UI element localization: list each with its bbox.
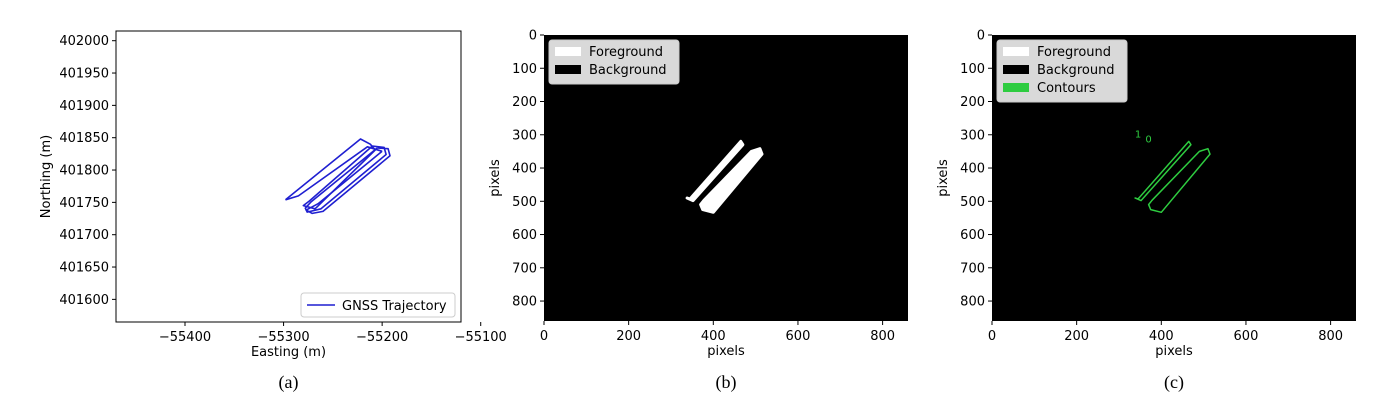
foreground-region [699,147,764,214]
x-tick-label: 800 [870,329,895,344]
y-tick-label: 600 [512,228,537,243]
y-tick-label: 400 [960,162,985,177]
y-tick-label: 700 [960,261,985,276]
x-tick-label: 200 [616,329,641,344]
y-tick-label: 300 [960,128,985,143]
panel-a: −55400 −55300 −55200 −55100 401600 401650 4017… [39,30,507,393]
y-tick-label: 700 [512,261,537,276]
x-tick-label: −55200 [356,330,408,345]
x-tick-label: −55400 [159,330,211,345]
panel-b: 0 200 400 600 800 0 100 200 300 400 500 600 700 800 pi… [488,29,908,393]
caption: (a) [279,372,299,393]
legend-swatch [1003,47,1029,56]
y-tick-label: 0 [977,29,985,44]
y-tick-label: 500 [960,195,985,210]
y-tick-label: 200 [512,95,537,110]
y-tick-label: 0 [529,29,537,44]
legend: Foreground Background [548,39,680,85]
y-tick-label: 100 [512,62,537,77]
x-tick-label: 600 [786,329,811,344]
x-tick-label: 0 [988,329,996,344]
y-tick-label: 401800 [59,164,109,179]
x-axis-label: pixels [707,344,745,359]
y-axis-label: pixels [488,159,503,197]
y-tick-label: 401650 [59,261,109,276]
legend-swatch [1003,83,1029,92]
legend-label: Background [1037,63,1115,78]
x-axis-label: Easting (m) [251,345,326,360]
contour-index-label: 0 [1145,134,1151,145]
panel-c: 1 00 200 400 600 8000100200300400500600700800… [936,29,1356,393]
x-tick-label: 600 [1234,329,1259,344]
legend-label: Foreground [589,45,663,60]
x-tick-label: 400 [701,329,726,344]
legend-box [548,39,680,85]
legend-box [996,39,1128,103]
contour [1147,147,1211,214]
x-tick-label: 0 [540,329,548,344]
y-tick-label: 401600 [59,293,109,308]
y-tick-label: 400 [512,162,537,177]
foreground-region [685,139,745,203]
legend-box [300,292,456,318]
x-tick-label: 800 [1318,329,1343,344]
y-tick-label: 401750 [59,196,109,211]
y-tick-label: 401850 [59,131,109,146]
y-tick-label: 401700 [59,228,109,243]
x-axis-label: pixels [1155,344,1193,359]
legend-label: Background [589,63,667,78]
y-tick-label: 402000 [59,34,109,49]
y-tick-label: 300 [512,128,537,143]
x-tick-label: −55300 [257,330,309,345]
y-tick-label: 600 [960,228,985,243]
trajectory-line [305,147,391,215]
trajectory-line [285,146,383,201]
legend: GNSS Trajectory [300,292,456,318]
y-tick-label: 100 [960,62,985,77]
caption: (c) [1164,372,1184,393]
contour-index-label: 1 [1135,129,1141,140]
x-tick-label: 200 [1064,329,1089,344]
y-tick-label: 800 [512,295,537,310]
legend-label: Contours [1037,81,1096,96]
y-tick-label: 401950 [59,67,109,82]
caption: (b) [716,372,737,393]
legend-label: Foreground [1037,45,1111,60]
legend-swatch [1003,65,1029,74]
legend: Foreground Background Contours [996,39,1128,103]
legend-swatch [555,65,581,74]
legend-swatch [555,47,581,56]
y-tick-label: 500 [512,195,537,210]
y-axis-label: Northing (m) [39,135,54,218]
x-tick-label: −55100 [455,330,507,345]
trajectory-line [284,138,377,210]
y-tick-label: 200 [960,95,985,110]
legend-label: GNSS Trajectory [342,299,447,314]
y-tick-label: 401900 [59,99,109,114]
contour [1134,140,1192,202]
y-tick-label: 800 [960,295,985,310]
plot-frame [115,30,462,323]
y-axis-label: pixels [936,159,951,197]
x-tick-label: 400 [1149,329,1174,344]
